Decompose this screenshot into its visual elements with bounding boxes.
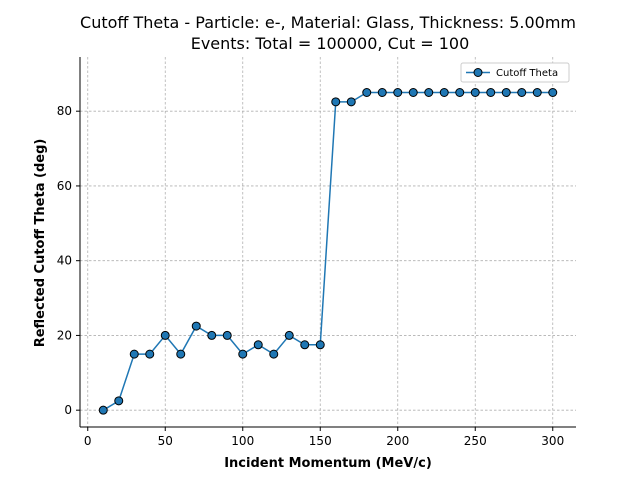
data-point	[315, 340, 325, 350]
y-tick-label: 0	[64, 403, 72, 417]
y-axis-label: Reflected Cutoff Theta (deg)	[33, 139, 48, 348]
y-tick-label: 60	[57, 179, 72, 193]
x-tick-label: 200	[386, 434, 409, 448]
data-point	[377, 88, 387, 98]
data-point	[517, 88, 527, 98]
data-point	[548, 88, 558, 98]
legend-marker-sample	[473, 68, 483, 77]
chart-subtitle: Events: Total = 100000, Cut = 100	[191, 34, 470, 53]
y-tick-label: 20	[57, 328, 72, 342]
chart-title: Cutoff Theta - Particle: e-, Material: G…	[80, 13, 576, 32]
data-point	[129, 349, 139, 359]
x-tick-label: 50	[158, 434, 173, 448]
x-tick-label: 100	[231, 434, 254, 448]
data-point	[269, 349, 279, 359]
x-ticks: 0 50 100 150 200 250 300	[84, 427, 564, 448]
data-point	[331, 97, 341, 107]
y-tick-label: 80	[57, 104, 72, 118]
legend-label: Cutoff Theta	[496, 68, 558, 79]
data-point	[362, 88, 372, 98]
axes	[79, 57, 576, 428]
data-point	[284, 330, 294, 340]
data-point	[424, 88, 434, 98]
data-point	[176, 349, 186, 359]
y-ticks: 0 20 40 60 80	[57, 104, 80, 417]
data-point	[501, 88, 511, 98]
series-layer	[98, 88, 558, 415]
x-tick-label: 0	[84, 434, 92, 448]
data-point	[439, 88, 449, 98]
data-point	[455, 88, 465, 98]
data-point	[253, 340, 263, 350]
data-point	[114, 396, 124, 406]
data-point	[191, 321, 201, 331]
data-point	[238, 349, 248, 359]
data-point	[393, 88, 403, 98]
data-point	[160, 330, 170, 340]
data-point	[207, 330, 217, 340]
data-point	[98, 405, 108, 415]
grid-lines	[80, 57, 576, 427]
legend-box	[460, 62, 570, 83]
data-point	[222, 330, 232, 340]
x-tick-label: 250	[464, 434, 487, 448]
data-point	[346, 97, 356, 107]
legend: Cutoff Theta	[460, 62, 570, 83]
x-tick-label: 300	[541, 434, 564, 448]
series-line	[102, 91, 553, 411]
y-tick-label: 40	[57, 254, 72, 268]
data-point	[486, 88, 496, 98]
data-point	[408, 88, 418, 98]
data-point	[532, 88, 542, 98]
data-point	[300, 340, 310, 350]
x-axis-label: Incident Momentum (MeV/c)	[224, 456, 432, 471]
data-point	[145, 349, 155, 359]
data-point	[470, 88, 480, 98]
x-tick-label: 150	[309, 434, 332, 448]
